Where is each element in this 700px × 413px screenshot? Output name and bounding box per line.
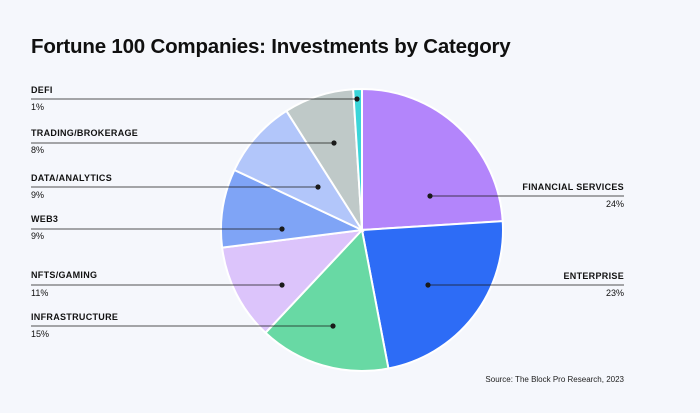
pie-slice-financial-services: [361, 87, 504, 232]
slice-label-trading-brokerage: TRADING/BROKERAGE: [31, 128, 138, 138]
leader-dot-data-analytics: [315, 184, 321, 190]
slice-label-enterprise: ENTERPRISE: [563, 271, 624, 281]
leader-dot-financial-services: [427, 193, 433, 199]
slice-label-infrastructure: INFRASTRUCTURE: [31, 312, 118, 322]
leader-dot-defi: [354, 96, 360, 102]
slice-label-data-analytics: DATA/ANALYTICS: [31, 173, 112, 183]
slice-value-nfts-gaming: 11%: [31, 288, 48, 298]
pie-slice-enterprise: [360, 220, 504, 370]
pie-slice-nfts-gaming: [220, 228, 365, 335]
pie-slice-web3: [219, 168, 366, 249]
chart-title: Fortune 100 Companies: Investments by Ca…: [31, 35, 511, 58]
slice-value-defi: 1%: [31, 102, 44, 112]
slice-label-web3: WEB3: [31, 214, 58, 224]
slice-value-web3: 9%: [31, 231, 44, 241]
slice-value-trading-brokerage: 8%: [31, 145, 44, 155]
slice-value-financial-services: 24%: [606, 199, 624, 209]
slice-label-financial-services: FINANCIAL SERVICES: [522, 182, 624, 192]
leader-dot-web3: [279, 226, 285, 232]
pie-slice-infrastructure: [264, 227, 390, 372]
leader-dot-infrastructure: [330, 323, 336, 329]
leader-dot-trading-brokerage: [331, 140, 337, 146]
slice-label-defi: DEFI: [31, 85, 53, 95]
slice-label-nfts-gaming: NFTS/GAMING: [31, 270, 97, 280]
leader-dot-enterprise: [425, 282, 431, 288]
leader-dot-nfts-gaming: [279, 282, 285, 288]
source-note: Source: The Block Pro Research, 2023: [485, 375, 624, 384]
slice-value-enterprise: 23%: [606, 288, 624, 298]
pie-slice-defi: [352, 87, 363, 231]
pie-slice-data-analytics: [233, 109, 365, 233]
slice-value-infrastructure: 15%: [31, 329, 49, 339]
slice-value-data-analytics: 9%: [31, 190, 44, 200]
